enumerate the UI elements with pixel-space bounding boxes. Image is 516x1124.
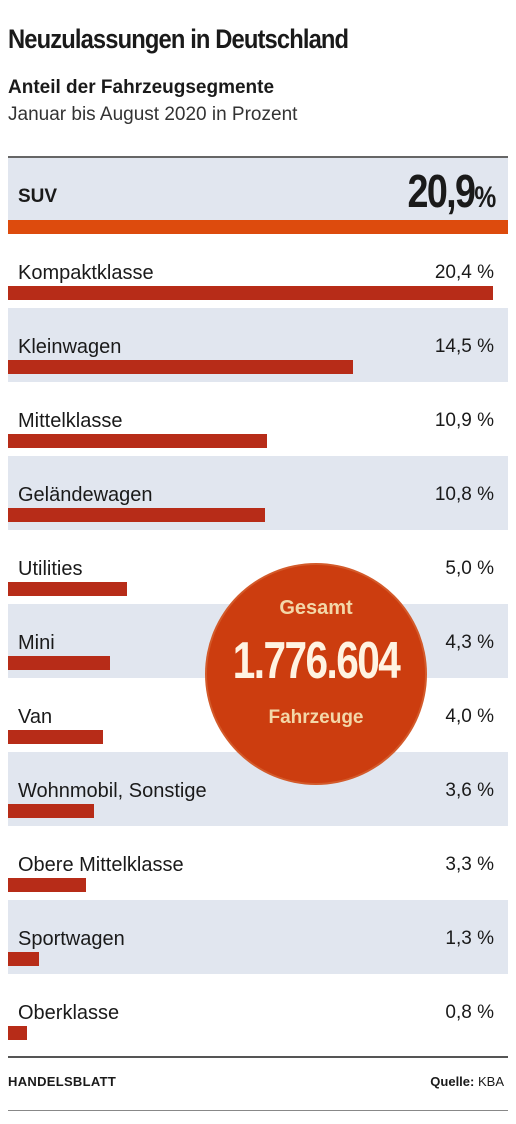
badge-label-top: Gesamt: [279, 597, 353, 619]
bar-label: Mittelklasse: [18, 410, 123, 432]
bar-row: Kleinwagen 14,5 %: [8, 308, 508, 382]
chart-title: Neuzulassungen in Deutschland: [8, 24, 349, 54]
bar-row: Sportwagen 1,3 %: [8, 900, 508, 974]
bar-label: Wohnmobil, Sonstige: [18, 780, 207, 802]
bar: [8, 508, 265, 522]
bar-label: Sportwagen: [18, 928, 125, 950]
bar-chart: SUV 20,9% Kompaktklasse 20,4 % Kleinwagen 14,…: [8, 158, 508, 1048]
percent-sign: %: [474, 181, 496, 214]
bar: [8, 286, 493, 300]
bar-value-label: 20,9%: [407, 165, 496, 217]
bar: [8, 582, 127, 596]
bar-value-label: 3,3 %: [445, 854, 494, 875]
bar: [8, 1026, 27, 1040]
bar-value-label: 1,3 %: [445, 928, 494, 949]
bar-row: Van 4,0 %: [8, 678, 508, 752]
chart-note: Januar bis August 2020 in Prozent: [8, 104, 298, 125]
bar-label: Van: [18, 706, 53, 728]
bar-value-label: 14,5 %: [434, 336, 494, 357]
source-value: KBA: [477, 1074, 504, 1089]
bar-label: Geländewagen: [18, 484, 153, 506]
bar: [8, 656, 110, 670]
bar-row: Obere Mittelklasse 3,3 %: [8, 826, 508, 900]
bar-row: Utilities 5,0 %: [8, 530, 508, 604]
bar-value-label: 4,3 %: [445, 632, 494, 653]
bar-label: Kleinwagen: [18, 336, 122, 358]
chart-subtitle: Anteil der Fahrzeugsegmente: [8, 77, 275, 98]
bar-label: Mini: [18, 632, 55, 654]
badge-label-bottom: Fahrzeuge: [268, 707, 364, 728]
bar-value-label: 0,8 %: [445, 1002, 494, 1023]
bar: [8, 434, 267, 448]
bar-value-label: 20,4 %: [434, 262, 494, 283]
bar-value-label: 10,8 %: [434, 484, 494, 505]
bar-label: Obere Mittelklasse: [18, 854, 184, 876]
bottom-divider: [8, 1056, 508, 1058]
source-credit: Quelle: KBA: [430, 1074, 504, 1089]
top-divider: [8, 156, 508, 158]
bar: [8, 220, 508, 234]
bar: [8, 730, 103, 744]
footer-divider: [8, 1110, 508, 1111]
bar-row: Kompaktklasse 20,4 %: [8, 234, 508, 308]
bar-row: Oberklasse 0,8 %: [8, 974, 508, 1048]
publisher-name: HANDELSBLATT: [8, 1074, 117, 1089]
bar: [8, 952, 39, 966]
total-badge: Gesamt 1.776.604 Fahrzeuge: [207, 565, 425, 783]
bar: [8, 804, 94, 818]
bar-label: Oberklasse: [18, 1002, 120, 1024]
bar-label: Utilities: [18, 558, 83, 580]
bar-value-label: 3,6 %: [445, 780, 494, 801]
badge-total-number: 1.776.604: [232, 632, 401, 690]
bar-value-label: 4,0 %: [445, 706, 494, 727]
source-label: Quelle:: [430, 1074, 475, 1089]
bar: [8, 878, 86, 892]
bar-label: SUV: [18, 186, 58, 207]
bar: [8, 360, 353, 374]
bar-row: Geländewagen 10,8 %: [8, 456, 508, 530]
bar-row: Mittelklasse 10,9 %: [8, 382, 508, 456]
bar-label: Kompaktklasse: [18, 262, 154, 284]
bar-value-label: 10,9 %: [434, 410, 494, 431]
bar-value-label: 5,0 %: [445, 558, 494, 579]
bar-row: SUV 20,9%: [8, 158, 508, 234]
